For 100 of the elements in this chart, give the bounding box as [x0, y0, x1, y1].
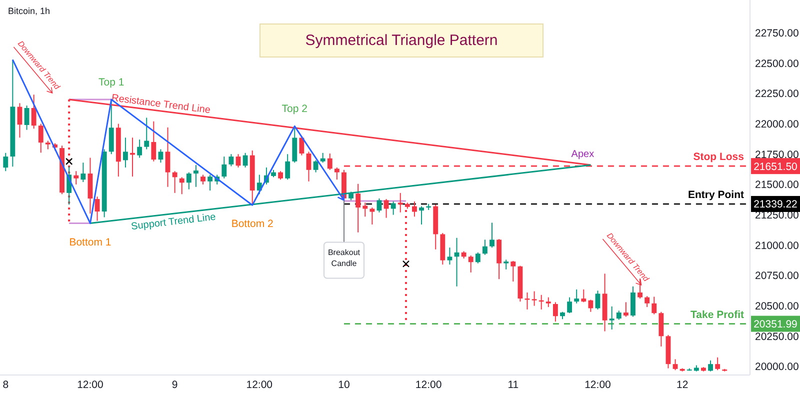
candlestick	[708, 360, 713, 372]
y-tick-label: 20750.00	[755, 270, 799, 282]
candlestick	[137, 139, 142, 158]
y-tick-label: 22500.00	[755, 58, 799, 70]
candlestick	[490, 222, 494, 248]
candlestick	[623, 302, 628, 318]
ref-line-label: Stop Loss	[693, 151, 744, 164]
text: Resistance Trend Line	[110, 92, 212, 116]
x-tick-label: 9	[172, 379, 178, 391]
candlestick	[179, 176, 184, 195]
candlestick	[468, 254, 474, 273]
x-tick-label: 12:00	[415, 379, 442, 391]
y-tick-label: 20250.00	[755, 330, 799, 343]
candlestick	[24, 105, 30, 130]
y-tick-label: 21000.00	[755, 240, 799, 252]
text: Bitcoin, 1h	[8, 6, 50, 16]
candlestick	[644, 296, 650, 308]
candlestick	[356, 183, 361, 233]
candlestick	[447, 247, 452, 266]
candlestick	[376, 198, 382, 213]
candlestick	[524, 292, 530, 310]
y-tick-label: 22250.00	[755, 88, 799, 100]
candlestick	[31, 94, 36, 130]
candlestick	[242, 152, 248, 168]
candlestick	[715, 356, 720, 371]
candlestick	[172, 170, 178, 194]
candlestick	[567, 296, 572, 314]
candlestick	[532, 290, 537, 306]
candlestick	[384, 198, 389, 218]
candlestick	[482, 239, 488, 256]
x-tick-label: 12:00	[77, 379, 104, 391]
x-tick-label: 11	[508, 379, 519, 391]
candlestick	[510, 260, 516, 282]
candlestick	[285, 154, 290, 180]
annotation: Bottom 1	[69, 236, 112, 248]
candlestick	[222, 156, 227, 179]
y-tick-label: 22000.00	[755, 118, 799, 130]
annotation: Top 2	[282, 103, 308, 116]
y-tick-label: 21750.00	[755, 148, 799, 161]
text: Support Trend Line	[130, 212, 217, 233]
candlestick	[574, 288, 580, 304]
candlestick	[334, 166, 340, 180]
candlestick	[186, 172, 192, 190]
candlestick	[658, 311, 664, 347]
candlestick	[581, 288, 586, 303]
candlestick	[475, 252, 480, 264]
candlestick	[609, 306, 614, 330]
candlestick	[144, 117, 150, 150]
x-tick-label: 12:00	[584, 379, 612, 391]
candlestick	[496, 238, 502, 280]
text: 21339.22	[754, 198, 798, 211]
candlestick	[588, 299, 594, 312]
candlestick	[552, 302, 558, 322]
ref-line-label: Take Profit	[690, 308, 745, 321]
candlestick	[370, 207, 375, 226]
x-tick-label: 12	[676, 379, 688, 391]
candlestick	[327, 153, 332, 170]
annotation: Top 1	[98, 76, 124, 89]
candlestick	[228, 154, 234, 167]
candlestick	[616, 310, 622, 320]
ref-line-label: Entry Point	[688, 188, 744, 201]
candlestick	[123, 137, 128, 168]
candlestick	[320, 152, 326, 164]
annotation: Breakout Candle	[328, 248, 361, 268]
text: 20351.99	[754, 318, 798, 330]
candlestick	[236, 154, 241, 168]
candlestick	[193, 164, 198, 188]
candlestick	[362, 202, 368, 218]
candlestick	[38, 123, 44, 154]
candlestick	[504, 259, 509, 270]
annotation: Bottom 2	[231, 218, 274, 230]
y-tick-label: 20500.00	[755, 300, 799, 312]
candlestick	[313, 160, 318, 173]
candlestick	[546, 296, 551, 308]
candlestick	[652, 296, 657, 315]
candlestick	[292, 126, 298, 164]
y-tick-label: 22750.00	[755, 27, 799, 40]
candlestick	[398, 192, 403, 213]
candlestick	[208, 174, 213, 192]
candlestick	[3, 152, 8, 172]
text: Symmetrical Triangle Pattern	[305, 32, 498, 49]
candlestick	[158, 148, 164, 164]
candlestick	[630, 286, 636, 318]
y-tick-label: 21500.00	[755, 179, 799, 192]
x-tick-label: 12:00	[246, 379, 273, 391]
candlestick	[412, 200, 417, 218]
annotation: Apex	[571, 149, 594, 160]
y-tick-label: 20000.00	[755, 361, 799, 374]
y-tick-label: 21250.00	[755, 209, 799, 222]
candlestick	[165, 126, 170, 188]
candlestick	[390, 200, 396, 216]
text: 21651.50	[754, 160, 798, 173]
candlestick	[151, 120, 156, 162]
x-tick-label: 10	[338, 379, 350, 391]
candlestick	[74, 170, 79, 185]
candlestick	[306, 151, 312, 182]
x-tick-label: 8	[2, 379, 9, 391]
candlestick	[94, 196, 100, 222]
candlestick	[200, 174, 206, 185]
candlestick	[80, 162, 86, 183]
